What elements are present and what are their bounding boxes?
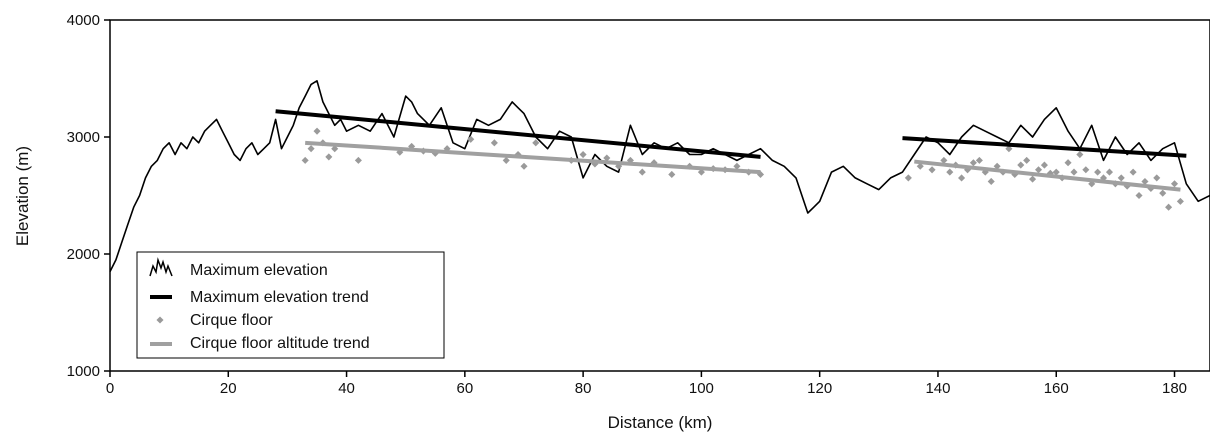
cirque-floor-point — [1082, 166, 1090, 174]
legend-box — [136, 251, 445, 359]
x-axis-title: Distance (km) — [608, 413, 713, 432]
maximum-elevation-trend-segment — [902, 136, 1187, 158]
legend-swatch-maximum-elevation — [149, 257, 173, 277]
cirque-floor-point — [638, 168, 646, 176]
y-tick-label: 4000 — [67, 12, 100, 29]
legend-label-maximum-elevation: Maximum elevation — [190, 262, 328, 279]
legend-swatch-cirque-floor — [156, 316, 164, 324]
cirque-floor-trend-segment — [305, 140, 761, 175]
cirque-floor-point — [987, 177, 995, 185]
cirque-floor-point — [490, 139, 498, 147]
cirque-floor-point — [946, 168, 954, 176]
cirque-floor-point — [969, 159, 977, 167]
x-tick-label: 60 — [456, 380, 473, 397]
cirque-floor-point — [301, 156, 309, 164]
legend-label-maximum-elevation-trend: Maximum elevation trend — [190, 289, 369, 306]
y-tick-label: 2000 — [67, 246, 100, 263]
cirque-floor-point — [1070, 168, 1078, 176]
cirque-floor-point — [1023, 156, 1031, 164]
y-axis-title: Elevation (m) — [13, 146, 32, 246]
cirque-floor-point — [916, 162, 924, 170]
cirque-floor-point — [668, 170, 676, 178]
cirque-floor-point — [1017, 161, 1025, 169]
x-tick-label: 80 — [575, 380, 592, 397]
cirque-floor-point — [1076, 150, 1084, 159]
cirque-floor-point — [1040, 161, 1048, 169]
cirque-floor-point — [975, 156, 983, 164]
x-tick-label: 0 — [106, 380, 114, 397]
y-axis: 1000 2000 3000 4000 — [67, 12, 110, 380]
plot-frame — [109, 19, 1210, 372]
cirque-floor-point — [1064, 159, 1072, 167]
cirque-floor-point — [331, 145, 339, 153]
maximum-elevation-trend-segment — [275, 109, 761, 159]
maximum-elevation-line — [109, 80, 1210, 272]
cirque-floor-point — [928, 166, 936, 174]
cirque-floor-point — [733, 162, 741, 170]
x-tick-label: 160 — [1044, 380, 1069, 397]
x-axis: 0 20 40 60 80 100 120 140 160 180 — [106, 371, 1187, 397]
cirque-floor-point — [1135, 191, 1143, 200]
x-tick-label: 140 — [925, 380, 950, 397]
cirque-floor-point — [904, 174, 912, 182]
x-tick-label: 40 — [338, 380, 355, 397]
cirque-floor-point — [1176, 197, 1184, 205]
cirque-floor-point — [325, 153, 333, 161]
cirque-floor-point — [307, 145, 315, 153]
x-tick-label: 120 — [807, 380, 832, 397]
x-tick-label: 100 — [689, 380, 714, 397]
cirque-floor-point — [1159, 189, 1167, 197]
series-maximum-elevation-trend — [275, 109, 1187, 159]
cirque-floor-point — [520, 162, 528, 170]
legend: Maximum elevation Maximum elevation tren… — [136, 251, 445, 359]
series-cirque-floor — [301, 127, 1184, 211]
y-tick-label: 3000 — [67, 129, 100, 146]
cirque-floor-point — [502, 156, 510, 164]
cirque-floor-point — [1117, 174, 1125, 182]
cirque-floor-point — [579, 151, 587, 159]
cirque-floor-point — [1129, 168, 1137, 176]
series-maximum-elevation — [109, 80, 1210, 272]
cirque-floor-point — [1029, 175, 1037, 183]
cirque-floor-point — [1153, 174, 1161, 182]
cirque-floor-point — [313, 127, 321, 135]
y-tick-label: 1000 — [67, 363, 100, 380]
x-tick-label: 180 — [1162, 380, 1187, 397]
cirque-floor-point — [354, 156, 362, 164]
cirque-floor-point — [958, 174, 966, 182]
cirque-floor-point — [1105, 168, 1114, 176]
legend-label-cirque-floor: Cirque floor — [190, 312, 273, 329]
cirque-floor-point — [1165, 203, 1173, 211]
cirque-floor-point — [532, 139, 540, 147]
cirque-floor-point — [1094, 168, 1102, 176]
x-tick-label: 20 — [220, 380, 237, 397]
series-cirque-floor-altitude-trend — [305, 140, 1181, 192]
cirque-floor-point — [1170, 180, 1179, 188]
cirque-floor-point — [1034, 166, 1043, 174]
cirque-floor-trend-segment — [914, 159, 1181, 192]
legend-label-cirque-floor-altitude-trend: Cirque floor altitude trend — [190, 335, 370, 352]
